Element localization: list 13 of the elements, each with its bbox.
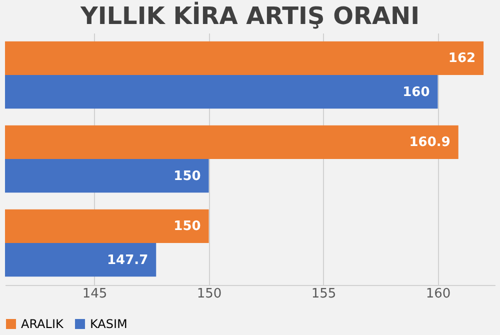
data-label: 150 bbox=[174, 219, 201, 234]
data-label: 160.9 bbox=[409, 135, 450, 150]
legend-label: KASIM bbox=[90, 317, 128, 331]
x-tick-label: 150 bbox=[196, 286, 222, 302]
legend-label: ARALIK bbox=[21, 317, 64, 331]
data-label: 162 bbox=[448, 51, 476, 66]
chart-title: YILLIK KİRA ARTIŞ ORANI bbox=[79, 1, 420, 30]
x-tick-label: 145 bbox=[82, 286, 108, 302]
x-tick-label: 155 bbox=[311, 286, 336, 302]
x-tick-label: 160 bbox=[426, 286, 451, 302]
data-label: 150 bbox=[174, 168, 201, 184]
data-label: 147.7 bbox=[106, 252, 148, 268]
data-label: 160 bbox=[402, 84, 430, 100]
